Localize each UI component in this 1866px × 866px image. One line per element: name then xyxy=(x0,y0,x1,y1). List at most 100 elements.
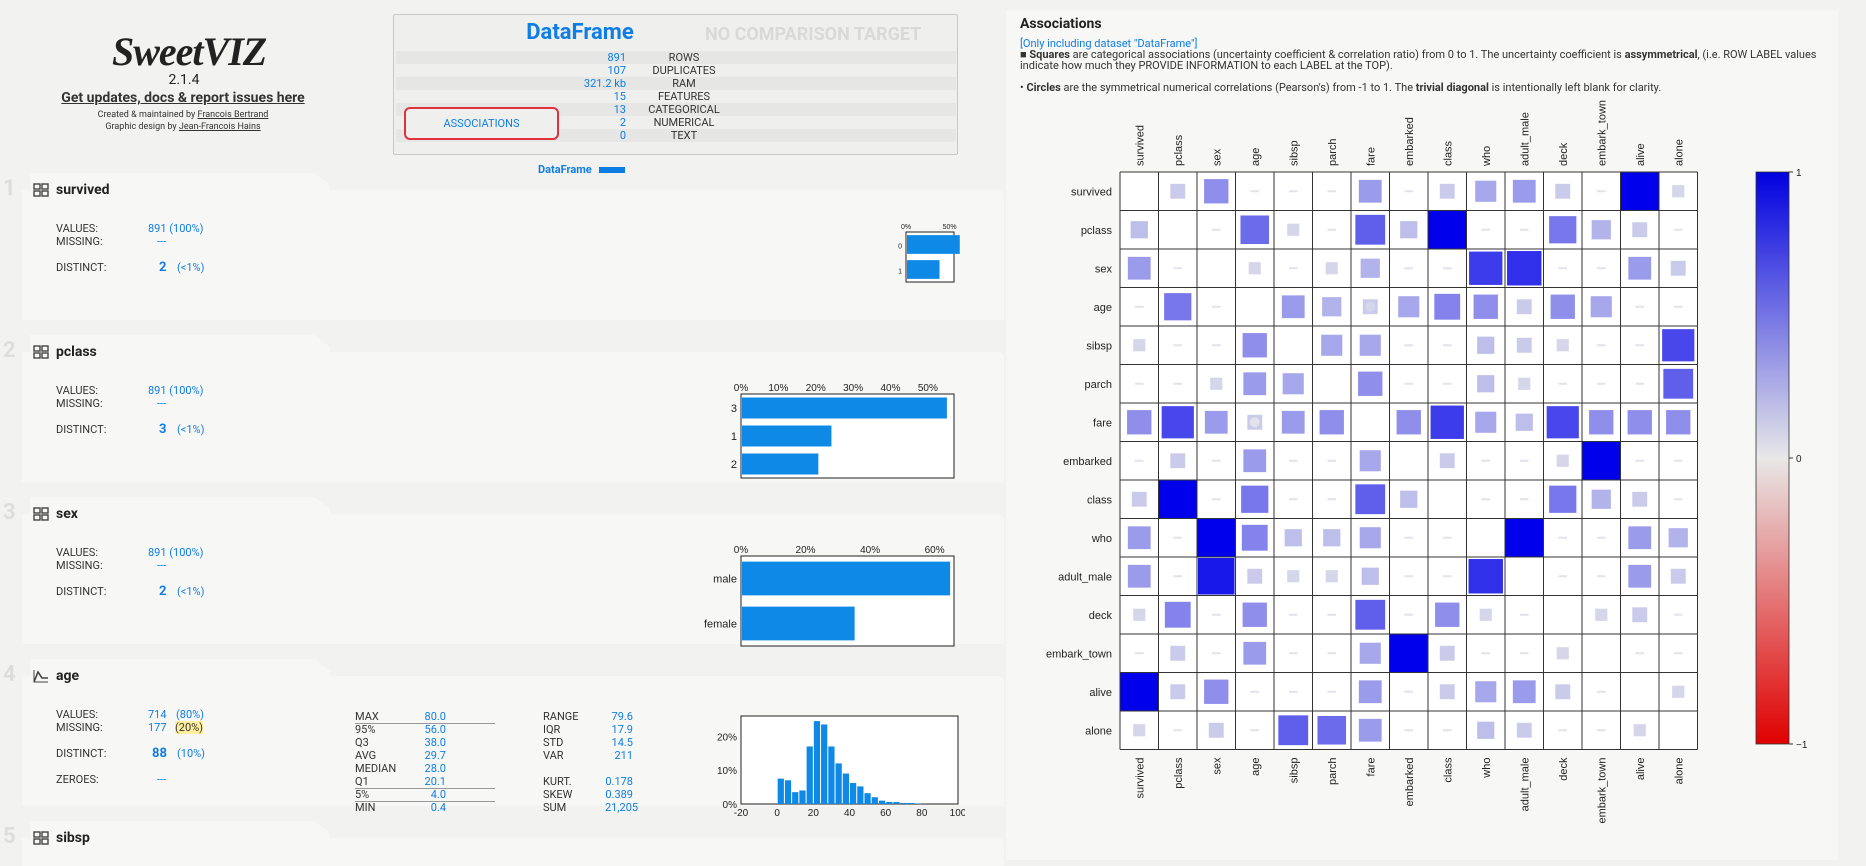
association-square xyxy=(1546,406,1579,439)
association-square xyxy=(1325,262,1338,275)
association-square xyxy=(1550,294,1575,319)
x-tick-label: 0% xyxy=(734,545,749,556)
stat-label: ROWS xyxy=(668,51,700,64)
association-square xyxy=(1204,179,1229,204)
feature-tab xyxy=(30,335,330,363)
numeric-icon xyxy=(33,668,49,683)
col-label-top: sex xyxy=(1211,148,1223,166)
col-label-top: fare xyxy=(1365,147,1377,166)
association-square xyxy=(1242,602,1267,627)
association-square xyxy=(1288,459,1298,462)
col-label-bottom: parch xyxy=(1327,758,1339,786)
col-label-top: alone xyxy=(1673,139,1685,166)
association-square xyxy=(1430,405,1464,439)
x-tick-label: 30% xyxy=(843,383,863,394)
col-label-top: deck xyxy=(1558,142,1570,166)
divider xyxy=(355,801,495,802)
association-square xyxy=(1288,690,1298,693)
association-square xyxy=(1404,690,1414,693)
distinct-label: DISTINCT: xyxy=(56,747,107,760)
association-square xyxy=(1590,296,1612,318)
bar xyxy=(742,453,819,475)
row-label: fare xyxy=(1093,417,1112,429)
association-heatmap: survived survived survived pclass pclass pcla… xyxy=(1046,100,1808,824)
credit-line-2: Graphic design by Jean-Francois Hains xyxy=(105,122,261,132)
association-square xyxy=(1211,613,1221,616)
association-square xyxy=(1288,498,1298,501)
association-square xyxy=(1288,267,1298,270)
association-square xyxy=(1479,608,1492,621)
feature-bar-chart: 0% 10% 20% 30% 40% 50% 3 1 2 xyxy=(731,383,955,479)
feature-number: 3 xyxy=(3,500,16,525)
association-square xyxy=(1635,459,1645,462)
moment-value: 79.6 xyxy=(611,710,633,723)
association-square xyxy=(1323,529,1341,547)
feature-name: survived xyxy=(56,182,110,198)
association-square xyxy=(1635,344,1645,347)
association-square xyxy=(1250,729,1260,732)
association-square xyxy=(1516,299,1532,315)
association-square xyxy=(1558,729,1568,732)
author-link[interactable]: Francois Bertrand xyxy=(197,110,269,120)
associations-button[interactable]: ASSOCIATIONS xyxy=(404,107,559,140)
col-label-bottom: embark_town xyxy=(1596,758,1608,824)
association-square xyxy=(1442,267,1452,270)
bar xyxy=(907,235,960,254)
distinct-label: DISTINCT: xyxy=(56,423,107,436)
updates-link[interactable]: Get updates, docs & report issues here xyxy=(61,90,305,106)
association-square xyxy=(1627,410,1652,435)
association-square xyxy=(1673,459,1683,462)
designer-link[interactable]: Jean-Francois Hains xyxy=(178,122,261,132)
association-square xyxy=(1197,518,1236,557)
association-square xyxy=(1325,570,1338,583)
association-square xyxy=(1359,642,1381,664)
quantile-label: 95% xyxy=(355,723,376,736)
col-label-top: alive xyxy=(1635,143,1647,166)
association-square xyxy=(1666,410,1691,435)
row-label: embarked xyxy=(1063,456,1112,468)
association-square xyxy=(1635,652,1645,655)
association-square xyxy=(1327,613,1337,616)
feature-tab xyxy=(30,173,330,201)
divider xyxy=(355,723,495,724)
colorbar-tick-label: −1 xyxy=(1796,740,1808,751)
association-square xyxy=(1673,613,1683,616)
association-square xyxy=(1475,681,1497,703)
association-square xyxy=(1442,575,1452,578)
association-square xyxy=(1596,344,1606,347)
col-label-bottom: survived xyxy=(1134,758,1146,799)
histogram-bar xyxy=(792,792,799,804)
grid-icon xyxy=(33,344,49,359)
row-label: alone xyxy=(1085,725,1112,737)
stat-value: 0 xyxy=(619,129,626,142)
values-label: VALUES: xyxy=(56,384,98,397)
association-square xyxy=(1133,724,1146,737)
association-square xyxy=(1404,382,1414,385)
association-square xyxy=(1475,180,1497,202)
association-square xyxy=(1134,459,1144,462)
association-square xyxy=(1120,672,1159,711)
association-square xyxy=(1404,267,1414,270)
col-label-bottom: embarked xyxy=(1404,758,1416,807)
association-square xyxy=(1358,179,1382,203)
stat-label: RAM xyxy=(672,77,696,90)
association-square xyxy=(1240,215,1270,245)
association-square xyxy=(1208,722,1224,738)
association-square xyxy=(1558,267,1568,270)
association-square xyxy=(1512,179,1536,203)
association-square xyxy=(1127,256,1151,280)
associations-title: Associations xyxy=(1020,16,1102,32)
legend-swatch xyxy=(598,167,625,174)
quantile-label: 5% xyxy=(355,788,370,801)
quantile-value: 56.0 xyxy=(424,723,446,736)
feature-card-survived xyxy=(22,190,1004,320)
x-tick-label: 20% xyxy=(806,383,826,394)
association-square xyxy=(1516,722,1532,738)
association-square xyxy=(1558,382,1568,385)
col-label-bottom: sex xyxy=(1211,757,1223,775)
association-square xyxy=(1549,216,1577,244)
association-square xyxy=(1204,679,1229,704)
association-square xyxy=(1158,480,1197,519)
missing-value: --- xyxy=(157,235,167,248)
association-square xyxy=(1211,498,1221,501)
